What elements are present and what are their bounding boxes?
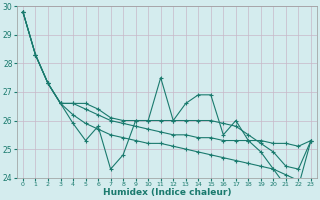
X-axis label: Humidex (Indice chaleur): Humidex (Indice chaleur)	[103, 188, 231, 197]
